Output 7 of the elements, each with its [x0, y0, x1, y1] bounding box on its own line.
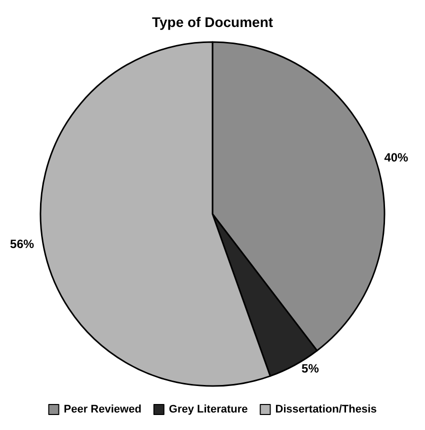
data-label: 56% [10, 236, 34, 251]
legend-label: Peer Reviewed [64, 404, 142, 416]
legend-label: Dissertation/Thesis [275, 404, 377, 416]
data-label: 40% [384, 150, 409, 165]
chart-title: Type of Document [152, 14, 274, 30]
legend-label: Grey Literature [168, 404, 248, 416]
data-label: 5% [302, 362, 320, 376]
